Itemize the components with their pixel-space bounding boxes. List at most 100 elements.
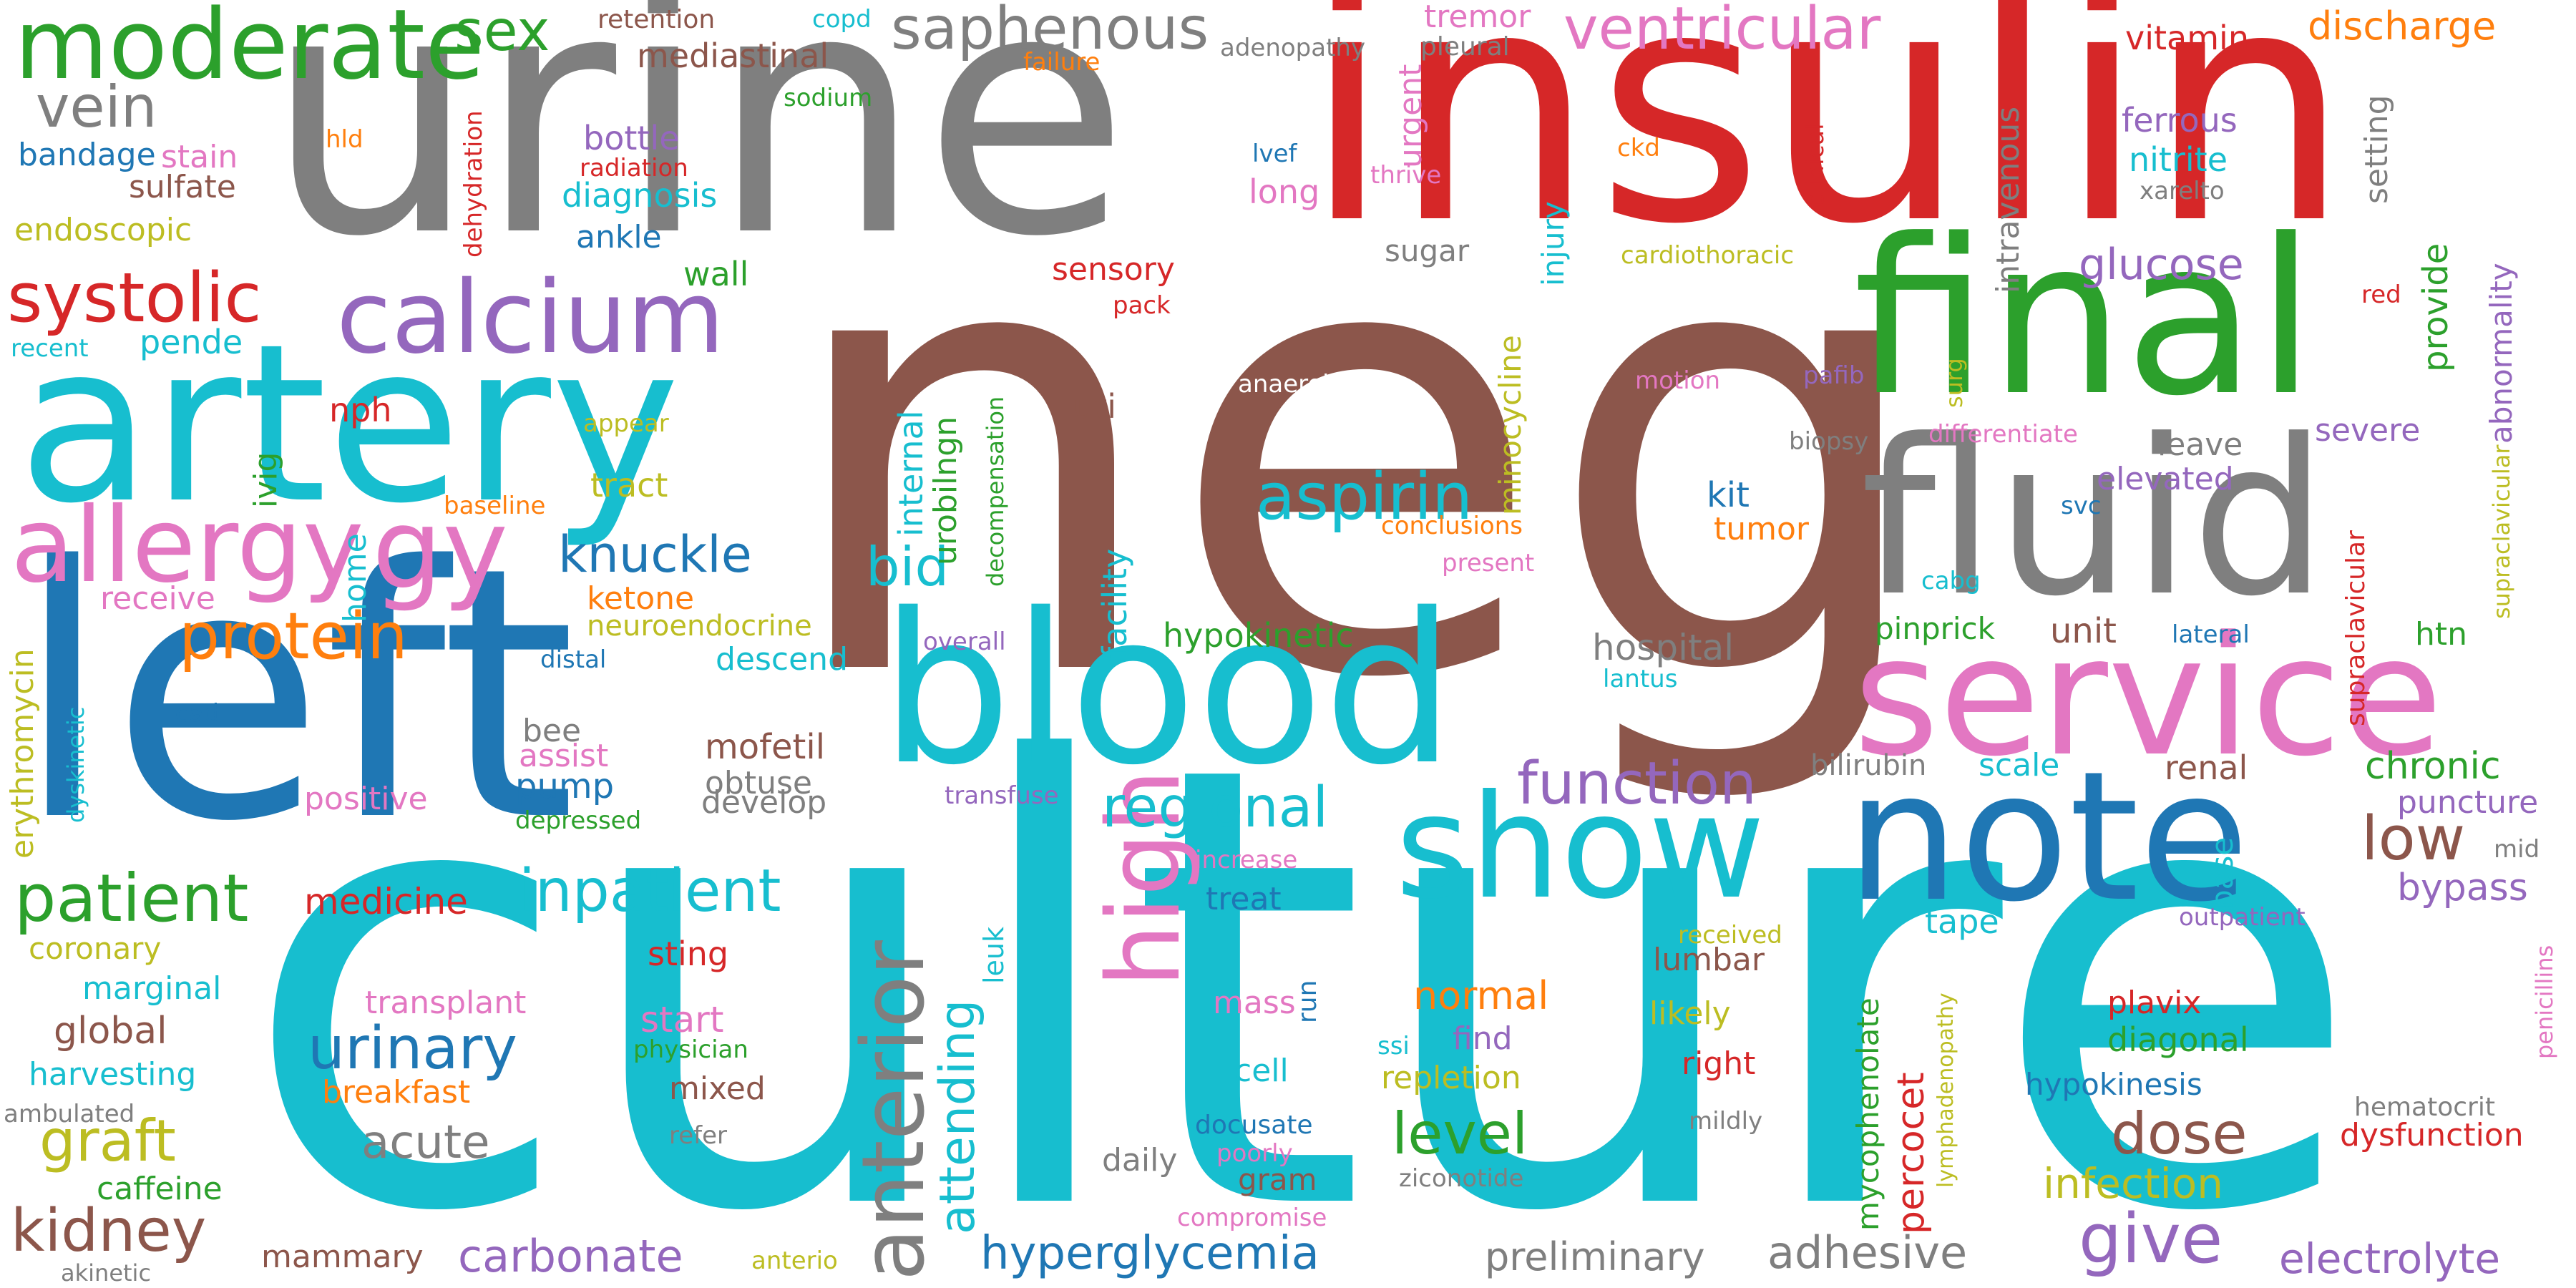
word-chronic: chronic (2365, 745, 2501, 788)
word-increase: increase (1195, 846, 1298, 874)
word-compromise: compromise (1177, 1204, 1327, 1232)
word-left: left (14, 494, 577, 897)
word-global: global (54, 1010, 167, 1053)
word-lateral: lateral (2172, 620, 2250, 649)
word-kit: kit (1707, 475, 1750, 515)
word-sodium: sodium (784, 84, 873, 112)
word-hypokinetic: hypokinetic (1163, 616, 1354, 655)
word-leuk: leuk (978, 926, 1010, 984)
word-thrive: thrive (1370, 161, 1442, 190)
word-svc: svc (2061, 492, 2102, 520)
word-urine: urine (265, 0, 1130, 310)
word-dehydration: dehydration (459, 110, 488, 258)
word-gram: gram (1238, 1162, 1317, 1197)
word-carbonate: carbonate (458, 1230, 683, 1282)
word-tract: tract (590, 466, 668, 504)
word-ferrous: ferrous (2122, 101, 2238, 140)
word-cell: cell (1234, 1053, 1289, 1089)
word-find: find (1453, 1020, 1513, 1057)
word-dyskinetic: dyskinetic (62, 706, 89, 823)
word-abnormality: abnormality (2484, 263, 2519, 444)
word-mixed: mixed (669, 1070, 766, 1107)
word-mildly: mildly (1689, 1107, 1763, 1136)
word-radiation: radiation (580, 154, 688, 182)
word-tremor: tremor (1424, 0, 1531, 35)
word-diagnosis: diagnosis (562, 176, 718, 215)
word-gy: gy (372, 484, 509, 614)
word-ventricular: ventricular (1563, 0, 1881, 63)
word-copd: copd (812, 5, 872, 34)
word-base: base (2205, 836, 2240, 909)
word-electrolyte: electrolyte (2279, 1234, 2501, 1283)
word-daily: daily (1102, 1142, 1178, 1179)
word-hld: hld (326, 125, 364, 154)
word-positive: positive (304, 781, 428, 817)
word-retention: retention (597, 5, 716, 34)
word-assist: assist (519, 738, 609, 774)
word-final: final (1853, 193, 2316, 443)
word-vitamin: vitamin (2125, 19, 2249, 57)
word-urgent: urgent (1392, 64, 1429, 168)
word-pump: pump (515, 766, 615, 806)
word-differentiate: differentiate (1928, 420, 2078, 449)
word-hospital: hospital (1592, 627, 1735, 668)
word-mass: mass (1213, 985, 1296, 1021)
word-mammary: mammary (261, 1239, 424, 1275)
word-note: note (1846, 733, 2250, 941)
word-fluid: fluid (1860, 394, 2328, 643)
word-ckd: ckd (1617, 134, 1660, 162)
word-neg: neg (776, 96, 1936, 812)
word-conclusions: conclusions (1381, 512, 1523, 540)
word-lvef: lvef (1252, 140, 1297, 168)
word-harvesting: harvesting (29, 1056, 197, 1093)
word-culture: culture (240, 637, 2363, 1288)
word-akinetic: akinetic (61, 1259, 152, 1287)
word-preliminary: preliminary (1485, 1234, 1705, 1279)
word-receive: receive (100, 580, 215, 617)
word-hematocrit: hematocrit (2354, 1093, 2495, 1122)
word-scale: scale (1979, 747, 2060, 784)
word-outpatient: outpatient (2179, 903, 2306, 932)
word-xarelto: xarelto (2140, 177, 2225, 205)
word-mid: mid (2494, 835, 2540, 864)
word-penicillins: penicillins (2531, 945, 2558, 1059)
word-percocet: percocet (1890, 1072, 1933, 1234)
word-dysfunction: dysfunction (2340, 1117, 2524, 1153)
word-start: start (640, 999, 724, 1040)
word-supraclavicular: supraclavicular (2341, 530, 2371, 726)
word-endoscopic: endoscopic (14, 212, 192, 248)
word-intravenous: intravenous (1990, 106, 2026, 293)
word-motion: motion (1635, 366, 1721, 395)
word-bilirubin: bilirubin (1810, 749, 1927, 782)
word-nph: nph (329, 391, 392, 429)
word-baseline: baseline (444, 492, 546, 520)
word-depressed: depressed (515, 806, 642, 835)
word-leave: leave (2157, 426, 2243, 463)
word-pinprick: pinprick (1875, 611, 1995, 646)
word-decompensation: decompensation (982, 396, 1009, 587)
word-adenopathy: adenopathy (1220, 34, 1366, 62)
word-marginal: marginal (82, 970, 222, 1007)
word-clinical: clinical (1801, 123, 1830, 208)
word-patient: patient (14, 860, 249, 937)
word-repletion: repletion (1381, 1060, 1521, 1096)
word-low: low (2361, 804, 2466, 874)
word-coronary: coronary (29, 931, 162, 966)
word-ketone: ketone (587, 580, 695, 617)
word-pack: pack (1113, 291, 1171, 320)
word-develop: develop (701, 784, 827, 821)
word-puncture: puncture (2397, 784, 2539, 821)
word-vein: vein (36, 74, 157, 140)
word-calcium: calcium (336, 260, 725, 376)
word-bid: bid (866, 535, 950, 598)
word-distal: distal (540, 645, 607, 674)
word-appear: appear (583, 409, 669, 438)
word-facility: facility (1096, 548, 1134, 658)
word-function: function (1517, 750, 1757, 818)
word-insulin: insulin (1302, 0, 2351, 295)
word-sting: sting (648, 935, 729, 973)
word-obtuse: obtuse (705, 765, 812, 801)
word-stain: stain (161, 139, 238, 175)
word-sensory: sensory (1052, 251, 1175, 288)
word-tumor: tumor (1714, 511, 1810, 547)
